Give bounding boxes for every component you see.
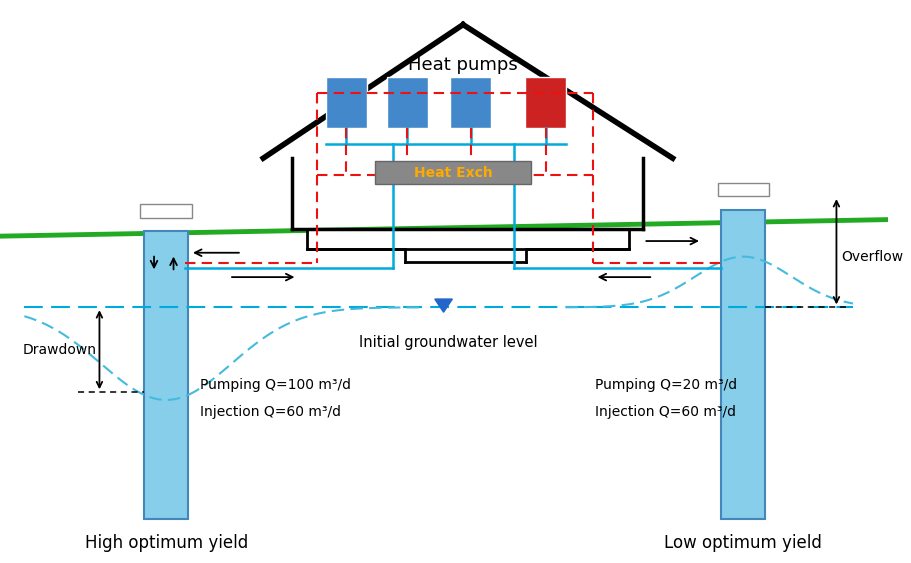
- Bar: [325, 77, 366, 128]
- Bar: [140, 204, 192, 218]
- Text: Injection Q=60 m³/d: Injection Q=60 m³/d: [200, 405, 341, 419]
- Bar: [718, 182, 769, 196]
- Text: Injection Q=60 m³/d: Injection Q=60 m³/d: [595, 405, 736, 419]
- Bar: [375, 161, 531, 185]
- Bar: [307, 229, 629, 249]
- Bar: [722, 210, 765, 519]
- Text: Low optimum yield: Low optimum yield: [664, 534, 823, 552]
- Text: Initial groundwater level: Initial groundwater level: [359, 334, 537, 350]
- Text: Drawdown: Drawdown: [23, 343, 97, 357]
- Bar: [526, 77, 567, 128]
- Text: Heat Exch: Heat Exch: [414, 166, 493, 180]
- Text: Heat pumps: Heat pumps: [408, 56, 518, 74]
- Bar: [144, 231, 189, 519]
- Text: Pumping Q=20 m³/d: Pumping Q=20 m³/d: [595, 378, 737, 392]
- Text: Overflow: Overflow: [842, 249, 904, 263]
- Bar: [387, 77, 428, 128]
- Bar: [450, 77, 491, 128]
- Text: Pumping Q=100 m³/d: Pumping Q=100 m³/d: [200, 378, 351, 392]
- Text: High optimum yield: High optimum yield: [85, 534, 248, 552]
- Polygon shape: [435, 299, 453, 312]
